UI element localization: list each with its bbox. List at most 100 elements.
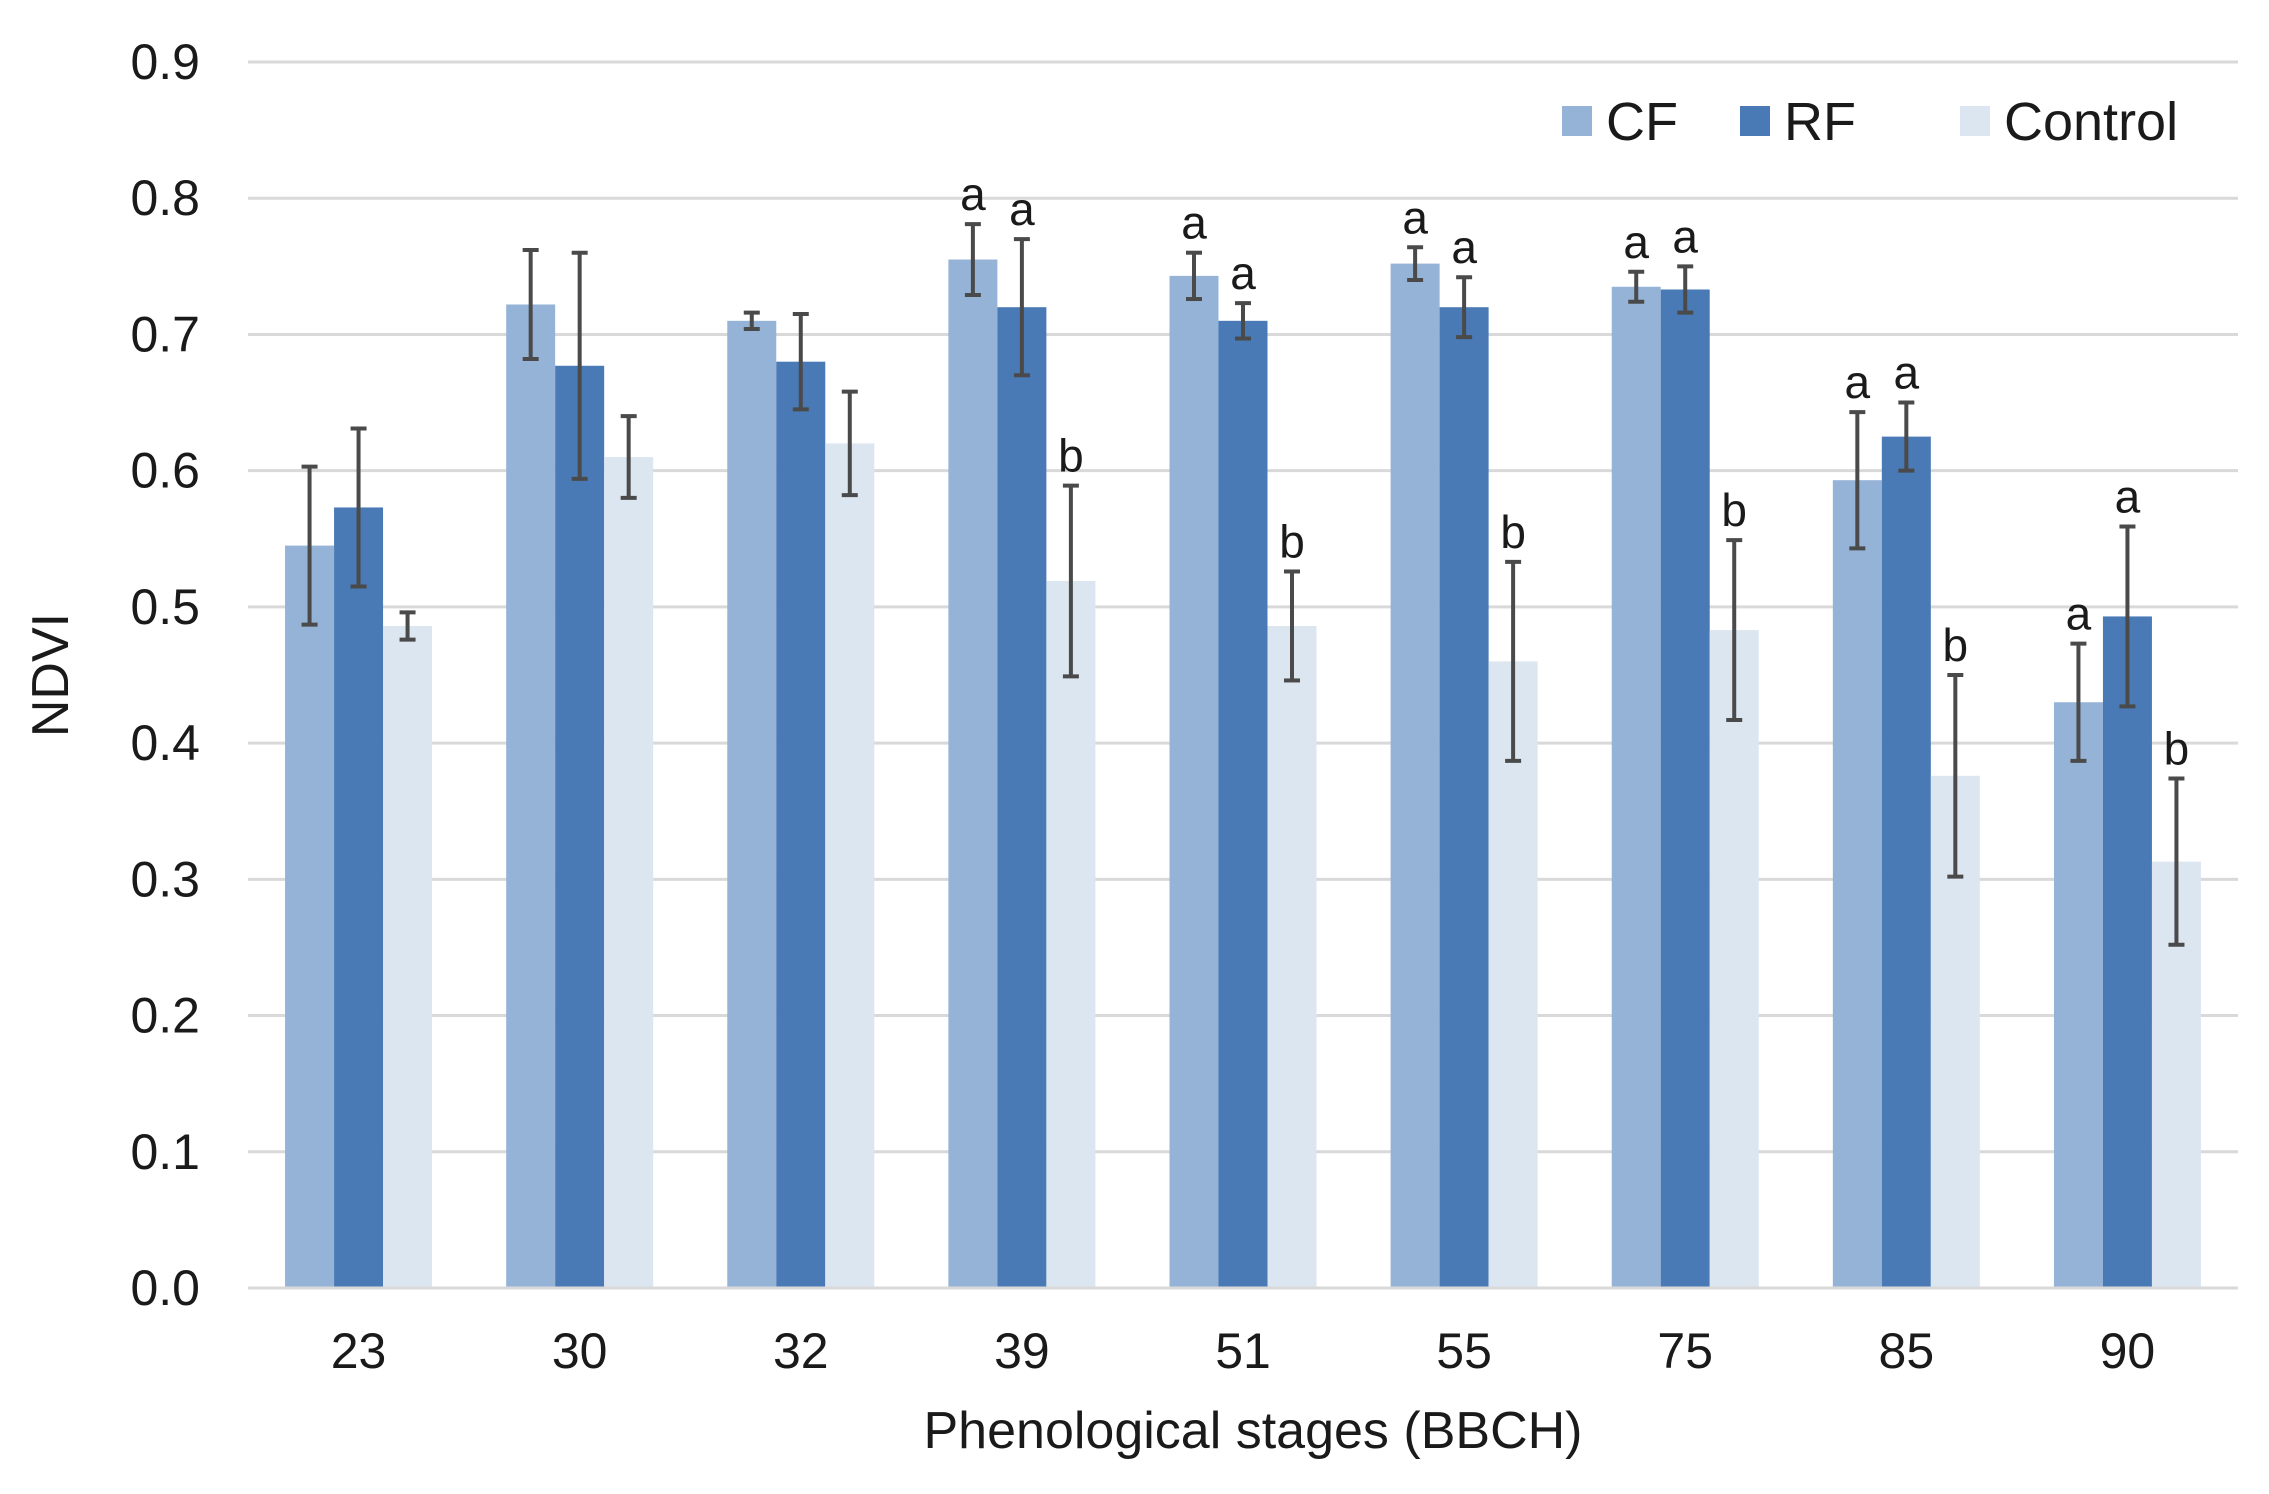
error-bar [2119, 524, 2136, 709]
error-bar [350, 426, 367, 589]
significance-label: b [1058, 430, 1084, 482]
bar-cf-55 [1390, 263, 1440, 1288]
significance-label: b [1279, 515, 1305, 567]
error-bars [301, 222, 2185, 947]
error-bar [1062, 483, 1079, 679]
error-bar [1898, 400, 1915, 473]
y-tick-label: 0.5 [130, 579, 200, 635]
error-bar [792, 312, 809, 412]
significance-label: a [2066, 588, 2092, 640]
error-bar [620, 414, 637, 500]
y-tick-label: 0.4 [130, 715, 200, 771]
significance-label: a [1230, 247, 1256, 299]
error-bar [1013, 237, 1030, 378]
error-bar [1849, 410, 1866, 551]
error-bar [301, 464, 318, 627]
bar-rf-32 [776, 361, 826, 1288]
error-bar [964, 222, 981, 297]
bar-cf-32 [727, 320, 777, 1288]
significance-label: a [1402, 191, 1428, 243]
bar-cf-51 [1169, 275, 1219, 1288]
y-tick-label: 0.1 [130, 1124, 200, 1180]
error-bar [399, 610, 416, 642]
legend-label: CF [1606, 92, 1678, 152]
x-tick-label: 75 [1657, 1323, 1713, 1379]
bar-cf-75 [1611, 286, 1661, 1288]
bar-control-32 [825, 443, 875, 1288]
error-bar [1407, 245, 1424, 282]
bar-rf-90 [2102, 616, 2152, 1288]
bar-rf-55 [1439, 307, 1489, 1288]
x-tick-label: 23 [331, 1323, 387, 1379]
error-bar [522, 247, 539, 361]
significance-label: a [1181, 197, 1207, 249]
bar-control-55 [1488, 661, 1538, 1288]
error-bar [1456, 275, 1473, 340]
x-axis-ticks: 23 30 32 39 51 55 75 85 90 [331, 1323, 2156, 1379]
significance-label: a [1009, 183, 1035, 235]
legend: CF RF Control [1562, 92, 2178, 152]
x-tick-label: 90 [2100, 1323, 2156, 1379]
bar-control-75 [1709, 630, 1759, 1288]
significance-label: a [2115, 471, 2141, 523]
error-bar [841, 389, 858, 498]
error-bar [1628, 269, 1645, 304]
bar-rf-51 [1218, 320, 1268, 1288]
bar-cf-39 [948, 259, 998, 1288]
bar-control-39 [1046, 581, 1096, 1288]
legend-swatch [1960, 106, 1990, 136]
x-tick-label: 51 [1215, 1323, 1271, 1379]
x-tick-label: 85 [1879, 1323, 1935, 1379]
bar-control-23 [383, 625, 433, 1288]
y-axis-ticks: 0.0 0.1 0.2 0.3 0.4 0.5 0.6 0.7 0.8 0.9 [130, 34, 200, 1316]
x-tick-label: 30 [552, 1323, 608, 1379]
bar-rf-30 [555, 365, 605, 1289]
significance-label: b [1500, 506, 1526, 558]
error-bar [1947, 673, 1964, 879]
y-axis-title: NDVI [22, 613, 80, 737]
error-bar [2168, 776, 2185, 947]
significance-label: a [1451, 221, 1477, 273]
bar-control-30 [604, 457, 654, 1288]
significance-label: a [1845, 356, 1871, 408]
y-tick-label: 0.0 [130, 1260, 200, 1316]
significance-label: a [1672, 210, 1698, 262]
legend-label: RF [1784, 92, 1856, 152]
error-bar [2070, 641, 2087, 763]
significance-label: b [1721, 484, 1747, 536]
significance-label: b [2164, 723, 2190, 775]
legend-label: Control [2004, 92, 2178, 152]
significance-label: b [1943, 619, 1969, 671]
bar-cf-90 [2053, 702, 2103, 1288]
y-tick-label: 0.8 [130, 170, 200, 226]
legend-item-cf: CF [1562, 92, 1678, 152]
error-bar [1186, 250, 1202, 302]
bar-rf-23 [334, 507, 384, 1288]
y-tick-label: 0.9 [130, 34, 200, 90]
bar-cf-23 [285, 545, 335, 1288]
error-bar [743, 310, 760, 331]
bar-rf-85 [1881, 436, 1931, 1289]
error-bar [1235, 301, 1251, 341]
x-tick-label: 32 [773, 1323, 829, 1379]
error-bar [1677, 264, 1694, 315]
error-bar [1284, 569, 1300, 683]
error-bar [1726, 538, 1743, 722]
legend-item-rf: RF [1740, 92, 1856, 152]
legend-item-control: Control [1960, 92, 2178, 152]
bar-rf-75 [1660, 289, 1710, 1289]
legend-swatch [1562, 106, 1592, 136]
significance-label: a [1894, 347, 1920, 399]
y-tick-label: 0.7 [130, 306, 200, 362]
y-tick-label: 0.2 [130, 988, 200, 1044]
legend-swatch [1740, 106, 1770, 136]
x-tick-label: 55 [1436, 1323, 1492, 1379]
significance-label: a [1623, 216, 1649, 268]
bar-cf-30 [506, 304, 556, 1288]
y-tick-label: 0.6 [130, 443, 200, 499]
y-tick-label: 0.3 [130, 851, 200, 907]
x-axis-title: Phenological stages (BBCH) [924, 1402, 1583, 1460]
x-tick-label: 39 [994, 1323, 1050, 1379]
